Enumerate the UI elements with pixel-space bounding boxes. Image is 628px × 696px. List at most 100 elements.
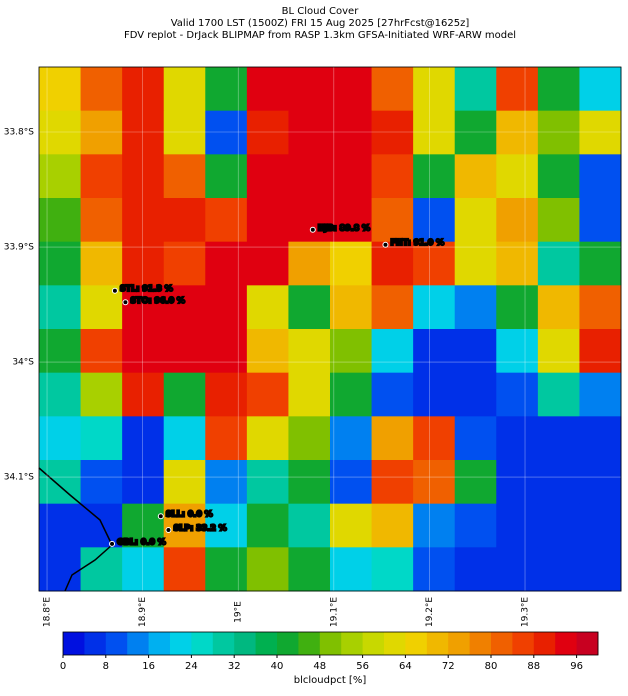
colorbar-block [148,632,171,655]
subtitle: FDV replot - DrJack BLIPMAP from RASP 1.… [124,30,516,41]
cell [537,329,580,374]
cell [39,329,82,374]
cell [579,372,622,417]
cell [496,329,539,374]
x-tick-label: 18.8°E [43,597,53,628]
cell [371,198,414,243]
cell [496,67,539,112]
cell [80,198,123,243]
cell [246,110,289,155]
cell [496,460,539,505]
cell [246,329,289,374]
cell [122,547,165,592]
cell [80,110,123,155]
cell [122,198,165,243]
cell [163,198,206,243]
cell [122,67,165,112]
colorbar-block [469,632,492,655]
cell [371,241,414,286]
cell [246,460,289,505]
cell [579,67,622,112]
station-marker [111,287,118,294]
cell [579,547,622,592]
cell [288,460,331,505]
y-tick-label: 33.9°S [4,243,35,253]
station-label: FHT: 91.0 % [390,238,444,247]
cell [163,154,206,199]
cell [205,241,248,286]
cell [413,67,456,112]
colorbar-tick-label: 96 [570,661,583,672]
station-marker [109,540,116,547]
cell [122,154,165,199]
colorbar-block [277,632,299,655]
cell [496,154,539,199]
cell [246,547,289,592]
cell [246,241,289,286]
colorbar-block [212,632,235,655]
cell [80,154,123,199]
cell [371,285,414,330]
colorbar-block [170,632,192,655]
cell [496,372,539,417]
cell [39,67,82,112]
cell [579,154,622,199]
cell [39,503,82,548]
cell [537,154,580,199]
x-tick-label: 19°E [234,601,244,623]
cell [454,67,497,112]
cell [163,285,206,330]
colorbar-block [512,632,535,655]
cell [288,241,331,286]
colorbar-tick-label: 8 [103,661,109,672]
colorbar-block [555,632,577,655]
cell [163,460,206,505]
colorbar-block [191,632,214,655]
station-label: SLP: 33.2 % [173,524,226,533]
cell [39,460,82,505]
cell [288,372,331,417]
colorbar-block [448,632,470,655]
cell [371,110,414,155]
cell [205,547,248,592]
x-tick-label: 19.2°E [425,597,435,628]
cell [496,547,539,592]
cell [537,547,580,592]
cell [537,372,580,417]
cell [330,416,373,461]
cell [579,285,622,330]
cell [246,416,289,461]
cell [205,416,248,461]
colorbar-block [426,632,449,655]
cell [246,198,289,243]
cell [537,241,580,286]
cell [288,154,331,199]
cell [80,503,123,548]
cell [39,547,82,592]
cell [163,547,206,592]
cell [122,372,165,417]
cell [579,329,622,374]
station-label: GBL: 0.0 % [117,537,166,546]
cell [163,416,206,461]
cell [371,460,414,505]
cell [413,547,456,592]
colorbar-tick-label: 80 [485,661,498,672]
colorbar-block [84,632,107,655]
y-tick-label: 34°S [12,358,34,368]
station-label: HJB: 89.8 % [318,223,370,232]
colorbar-block [491,632,513,655]
cell [371,547,414,592]
cell [413,416,456,461]
cell [39,154,82,199]
station-label: SLL: 0.0 % [166,510,213,519]
y-tick-label: 33.8°S [4,127,35,137]
cell [288,547,331,592]
cell [371,503,414,548]
cell [122,110,165,155]
subtitle: Valid 1700 LST (1500Z) FRI 15 Aug 2025 [… [171,18,470,29]
cell [537,460,580,505]
colorbar-block [384,632,406,655]
colorbar-tick-label: 56 [356,661,369,672]
